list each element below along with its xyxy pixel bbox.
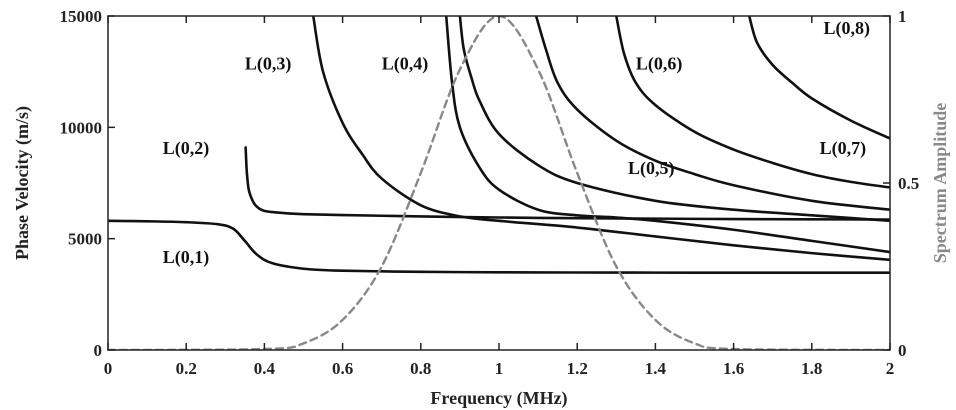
y-tick-label: 0 bbox=[94, 341, 103, 360]
x-tick-label: 1.6 bbox=[723, 359, 744, 378]
curve-label: L(0,4) bbox=[382, 53, 429, 74]
series-line-l-0-7 bbox=[615, 16, 890, 189]
series-line-l-0-5 bbox=[458, 16, 890, 223]
y-axis-label: Phase Velocity (m/s) bbox=[12, 106, 33, 260]
series-line-l-0-4 bbox=[444, 16, 890, 254]
curve-label: L(0,5) bbox=[628, 158, 675, 179]
x-tick-label: 0 bbox=[104, 359, 113, 378]
ticks-layer: 0 0.2 0.4 0.6 0.8 1 1.2 1.4 1.6 1.8 20500010000150… bbox=[60, 7, 920, 378]
x-tick-label: 0.4 bbox=[254, 359, 276, 378]
x-tick-label: 2 bbox=[886, 359, 895, 378]
series-line-l-0-2 bbox=[244, 146, 890, 221]
x-tick-label: 1.4 bbox=[645, 359, 667, 378]
curve-label: L(0,2) bbox=[163, 138, 210, 159]
curve-label: L(0,1) bbox=[163, 247, 210, 268]
curve-label: L(0,8) bbox=[824, 18, 871, 39]
series-line-l-0-8 bbox=[747, 16, 890, 140]
y2-axis-label: Spectrum Amplitude bbox=[930, 103, 950, 264]
y-tick-label: 10000 bbox=[60, 118, 103, 137]
series-layer bbox=[108, 16, 890, 350]
plot-area bbox=[107, 15, 891, 351]
curve-label: L(0,3) bbox=[245, 53, 292, 74]
x-tick-label: 1.8 bbox=[801, 359, 822, 378]
curve-label: L(0,7) bbox=[820, 138, 867, 159]
x-tick-label: 0.6 bbox=[332, 359, 353, 378]
x-tick-label: 1.2 bbox=[567, 359, 588, 378]
curve-labels-layer: L(0,1) L(0,2) L(0,3) L(0,4) L(0,5) L(0,6) L(0,… bbox=[163, 18, 870, 268]
y2-tick-label: 0 bbox=[898, 341, 907, 360]
series-line-l-0-6 bbox=[534, 16, 890, 212]
y-tick-label: 5000 bbox=[68, 230, 102, 249]
y-tick-label: 15000 bbox=[60, 7, 103, 26]
series-line-l-0-1 bbox=[108, 219, 890, 275]
curve-label: L(0,6) bbox=[636, 53, 683, 74]
x-axis-label: Frequency (MHz) bbox=[430, 388, 567, 409]
series-line-l-0-3 bbox=[311, 16, 890, 262]
y2-tick-label: 0.5 bbox=[898, 174, 919, 193]
x-tick-label: 1 bbox=[495, 359, 504, 378]
y2-tick-label: 1 bbox=[898, 7, 907, 26]
x-tick-label: 0.2 bbox=[176, 359, 197, 378]
x-tick-label: 0.8 bbox=[410, 359, 431, 378]
series-line-spectrum bbox=[108, 16, 890, 350]
